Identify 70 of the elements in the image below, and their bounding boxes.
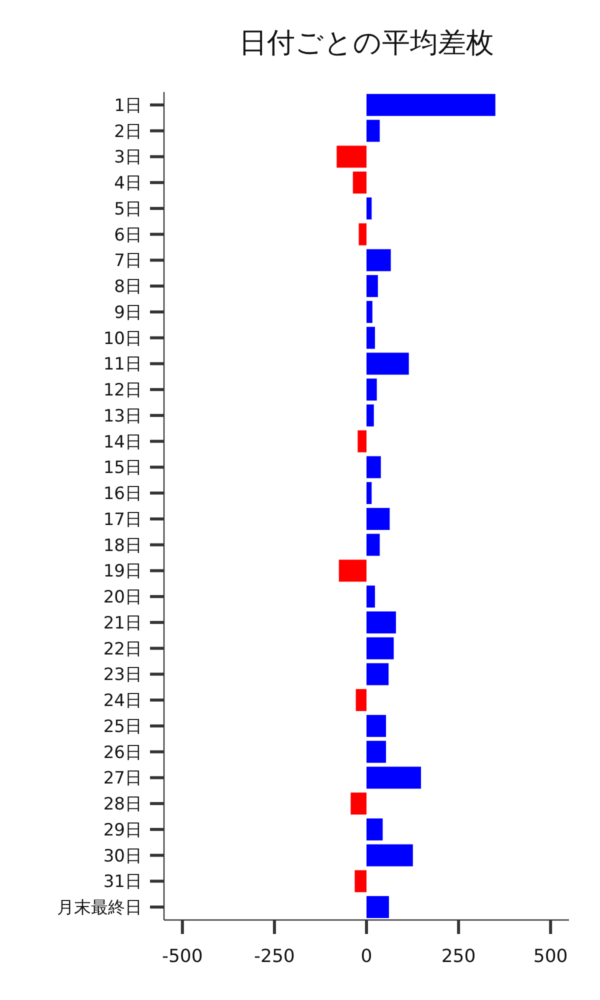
y-tick-label: 5日 xyxy=(114,199,142,220)
bar xyxy=(366,766,421,789)
y-tick-label: 11日 xyxy=(103,354,142,375)
chart-title: 日付ごとの平均差枚 xyxy=(239,26,494,59)
bar xyxy=(358,430,366,452)
y-tick-label: 6日 xyxy=(114,225,142,246)
y-tick-label: 27日 xyxy=(103,768,142,789)
y-tick-label: 9日 xyxy=(114,302,142,323)
bar xyxy=(358,223,366,246)
bar xyxy=(366,404,374,426)
y-tick-label: 29日 xyxy=(103,820,142,840)
y-tick-label: 1日 xyxy=(114,96,142,116)
y-tick-label: 21日 xyxy=(103,613,142,634)
bar xyxy=(366,326,375,349)
x-tick-label: -250 xyxy=(254,946,295,967)
bar xyxy=(352,172,366,194)
bar xyxy=(366,197,372,220)
bar xyxy=(366,586,375,608)
y-tick-label: 14日 xyxy=(103,432,142,452)
bar xyxy=(366,378,377,401)
bar xyxy=(336,146,366,168)
y-tick-label: 3日 xyxy=(114,148,142,168)
bar xyxy=(366,249,391,272)
x-tick-label: -500 xyxy=(162,946,203,967)
y-tick-label: 月末最終日 xyxy=(57,898,142,918)
bar xyxy=(366,896,389,918)
bar xyxy=(366,740,386,763)
y-tick-label: 13日 xyxy=(103,406,142,426)
y-tick-label: 20日 xyxy=(103,588,142,608)
bar xyxy=(366,663,389,686)
y-tick-label: 16日 xyxy=(103,484,142,504)
bar xyxy=(354,870,366,892)
y-tick-label: 17日 xyxy=(103,510,142,530)
bar xyxy=(366,120,380,142)
x-tick-label: 500 xyxy=(533,946,568,967)
x-tick-label: 0 xyxy=(360,946,372,967)
y-tick-label: 22日 xyxy=(103,639,142,660)
y-tick-label: 26日 xyxy=(103,742,142,763)
bar xyxy=(366,714,386,737)
y-tick-label: 30日 xyxy=(103,846,142,866)
y-tick-label: 28日 xyxy=(103,794,142,815)
bar xyxy=(366,352,409,375)
bar xyxy=(366,482,372,504)
bar xyxy=(350,792,366,815)
y-tick-label: 18日 xyxy=(103,536,142,556)
y-tick-label: 10日 xyxy=(103,328,142,349)
y-tick-label: 31日 xyxy=(103,872,142,892)
bar xyxy=(366,637,394,660)
y-tick-label: 19日 xyxy=(103,562,142,582)
bar xyxy=(366,94,496,116)
bar xyxy=(366,275,378,298)
bar xyxy=(366,456,381,478)
y-tick-label: 8日 xyxy=(114,277,142,298)
bar xyxy=(338,560,366,582)
bar xyxy=(366,818,383,840)
x-tick-label: 250 xyxy=(441,946,476,967)
bar xyxy=(366,508,390,530)
y-tick-label: 25日 xyxy=(103,716,142,737)
y-tick-label: 24日 xyxy=(103,691,142,712)
y-tick-label: 7日 xyxy=(114,251,142,272)
bar xyxy=(366,611,396,634)
y-tick-label: 2日 xyxy=(114,122,142,142)
bar xyxy=(366,534,380,556)
y-tick-label: 4日 xyxy=(114,174,142,194)
bar xyxy=(356,689,366,712)
y-tick-label: 23日 xyxy=(103,665,142,686)
bar xyxy=(366,844,413,866)
y-tick-label: 12日 xyxy=(103,380,142,401)
bar xyxy=(366,300,372,323)
y-tick-label: 15日 xyxy=(103,458,142,478)
